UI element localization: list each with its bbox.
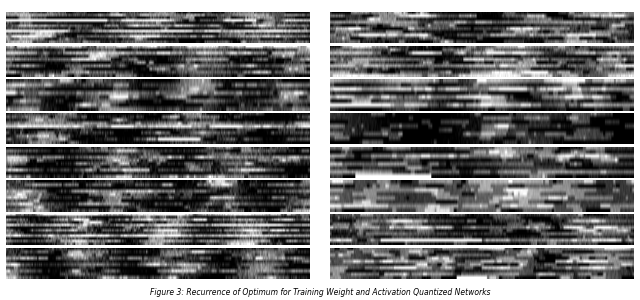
- Text: Figure 3: Recurrence of Optimum for Training Weight and Activation Quantized Net: Figure 3: Recurrence of Optimum for Trai…: [150, 288, 490, 297]
